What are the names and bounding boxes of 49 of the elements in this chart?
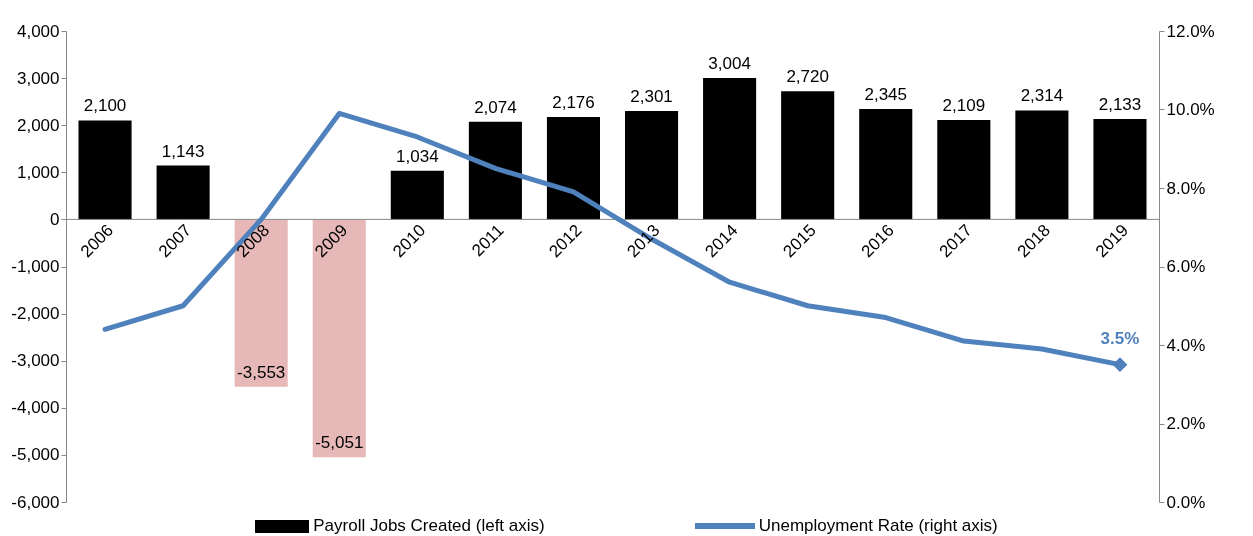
bar — [859, 108, 913, 220]
bar — [1015, 110, 1069, 220]
data-label: 2,720 — [786, 67, 829, 87]
y-tick-label: -4,000 — [11, 398, 60, 418]
y-tick-label: -3,000 — [11, 351, 60, 371]
bar — [703, 77, 757, 220]
y2-tick-label: 10.0% — [1166, 100, 1215, 119]
bar — [781, 91, 835, 220]
bar — [937, 120, 991, 220]
data-label: 3.5% — [1100, 328, 1140, 348]
y2-tick-label: 12.0% — [1166, 21, 1215, 41]
y-tick-label: -6,000 — [11, 492, 60, 512]
y2-tick-label: 6.0% — [1166, 257, 1206, 276]
data-label: 2,109 — [942, 96, 986, 116]
bar — [468, 121, 522, 220]
y-tick-label: -2,000 — [11, 304, 60, 324]
bar — [78, 120, 132, 220]
y2-tick-label: 8.0% — [1166, 178, 1206, 198]
legend-label: Payroll Jobs Created (left axis) — [313, 516, 545, 536]
data-label: 2,345 — [864, 84, 908, 104]
y2-tick-label: 0.0% — [1166, 492, 1206, 512]
y2-tick-label: 2.0% — [1166, 414, 1206, 433]
bar — [624, 111, 679, 220]
y2-tick-label: 4.0% — [1166, 335, 1206, 355]
y-tick-label: 1,000 — [16, 162, 60, 182]
bar — [312, 219, 366, 458]
bar — [234, 219, 288, 387]
data-label: 3,004 — [708, 53, 751, 73]
y-tick-label: -5,000 — [11, 445, 60, 465]
y-tick-label: 0 — [50, 209, 60, 229]
data-label: 2,301 — [630, 87, 673, 107]
y-tick-label: 3,000 — [16, 68, 60, 88]
data-label: 1,034 — [396, 146, 439, 166]
y-tick-label: 2,000 — [16, 115, 60, 135]
y-tick-label: 4,000 — [16, 21, 60, 41]
bar — [156, 165, 210, 220]
data-label: 1,143 — [161, 141, 205, 161]
data-label: 2,176 — [552, 92, 595, 112]
data-label: 2,314 — [1020, 86, 1064, 106]
data-label: 2,100 — [83, 96, 127, 116]
bar — [546, 116, 601, 220]
data-label: -3,553 — [237, 362, 286, 382]
legend-label: Unemployment Rate (right axis) — [758, 516, 998, 536]
data-label: -5,051 — [315, 433, 364, 453]
data-label: 2,074 — [474, 97, 517, 117]
data-label: 2,133 — [1098, 94, 1142, 114]
bar — [1093, 118, 1147, 220]
y-tick-label: -1,000 — [11, 257, 60, 276]
bar — [390, 170, 444, 220]
